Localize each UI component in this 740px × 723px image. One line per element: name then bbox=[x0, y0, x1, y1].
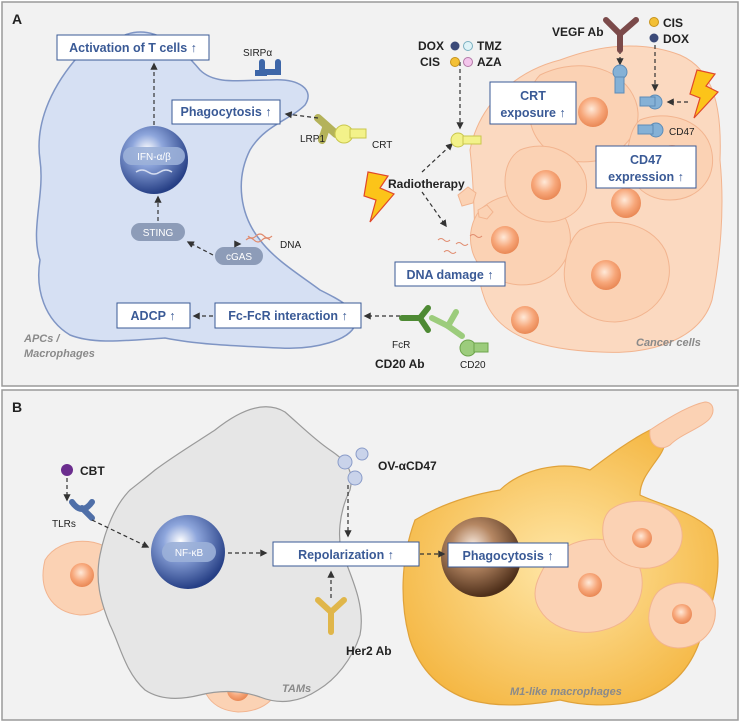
crt-label: CRT bbox=[372, 140, 392, 151]
tlrs-label: TLRs bbox=[52, 519, 76, 530]
dna-damage-box bbox=[394, 261, 506, 287]
apoptotic-fragments bbox=[457, 186, 494, 220]
her2-antibody-icon bbox=[315, 597, 347, 635]
sirpa-label: SIRPα bbox=[243, 48, 272, 59]
panel-a-letter: A bbox=[12, 11, 22, 27]
dna-damage-label: DNA damage ↑ bbox=[406, 268, 493, 282]
drug-aza: AZA bbox=[477, 55, 502, 69]
adcp-box bbox=[116, 302, 191, 329]
apcs-label-1: APCs / bbox=[23, 333, 61, 345]
nfkb-label: NF-κB bbox=[175, 548, 204, 559]
sting-label: STING bbox=[143, 228, 174, 239]
crt-exposure-line1: CRT bbox=[520, 89, 546, 103]
repolarization-label: Repolarization ↑ bbox=[298, 548, 394, 562]
cancer-cell-cluster bbox=[469, 45, 723, 353]
phagocytosis-label-b: Phagocytosis ↑ bbox=[463, 549, 554, 563]
panel-b-letter: B bbox=[12, 399, 22, 415]
cd47-expression-line1: CD47 bbox=[630, 153, 662, 167]
phagocytosis-label-a: Phagocytosis ↑ bbox=[181, 105, 272, 119]
adcp-label: ADCP ↑ bbox=[131, 309, 176, 323]
drug-cis-right: CIS bbox=[663, 16, 683, 30]
panel-b-arrows bbox=[63, 478, 446, 598]
cd47-expression-box bbox=[595, 145, 697, 189]
ov-label: OV-αCD47 bbox=[378, 459, 437, 473]
cbt-label: CBT bbox=[80, 464, 105, 478]
fcr-interaction-label: Fc-FcR interaction ↑ bbox=[228, 309, 347, 323]
lightning-icon-radiotherapy bbox=[363, 171, 395, 223]
cd20ab-label: CD20 Ab bbox=[375, 357, 425, 371]
drug-tmz: TMZ bbox=[477, 39, 502, 53]
nucleus-a bbox=[120, 126, 188, 194]
phagocytosis-box-a bbox=[171, 99, 281, 125]
crt-molecule-cancer-icon bbox=[450, 132, 482, 148]
drug-cis: CIS bbox=[420, 55, 440, 69]
tams-label: TAMs bbox=[282, 683, 311, 695]
lrp1-label: LRP1 bbox=[300, 134, 325, 145]
vegfab-label: VEGF Ab bbox=[552, 25, 604, 39]
fcr-interaction-box bbox=[214, 302, 362, 329]
cgas-pill bbox=[215, 247, 263, 265]
crt-exposure-line2: exposure ↑ bbox=[500, 106, 565, 120]
cd20-label: CD20 bbox=[460, 360, 486, 371]
tcell-activation-box bbox=[56, 34, 210, 61]
phagocytosis-box-b bbox=[447, 542, 569, 568]
cd20-antibody-icon bbox=[429, 309, 465, 339]
vegf-antibody-icon bbox=[603, 17, 639, 53]
cancer-cells-label: Cancer cells bbox=[636, 337, 701, 349]
cd47-expression-line2: expression ↑ bbox=[608, 170, 684, 184]
crt-stem bbox=[349, 128, 367, 139]
drug-legend: DOX TMZ CIS AZA bbox=[418, 39, 502, 69]
sting-pill bbox=[131, 223, 185, 241]
lrp1-receptor-icon bbox=[314, 114, 340, 144]
cancer-cells-b-right bbox=[534, 401, 716, 649]
oncolytic-virus-icon bbox=[337, 447, 369, 486]
ifn-label: IFN-α/β bbox=[137, 152, 171, 163]
tam-cell bbox=[97, 406, 362, 703]
drug-dox-right: DOX bbox=[663, 32, 689, 46]
cd47-receptor-icons bbox=[612, 64, 664, 138]
cis-dot-icon bbox=[649, 17, 659, 27]
cgas-label: cGAS bbox=[226, 252, 252, 263]
m1-label: M1-like macrophages bbox=[510, 686, 622, 698]
cd47-label: CD47 bbox=[669, 127, 695, 138]
nucleus-nfkb bbox=[151, 515, 225, 589]
fcr-receptor-icon bbox=[399, 305, 431, 333]
tlr-receptor-icon bbox=[69, 499, 95, 521]
cbt-dot-icon bbox=[61, 464, 73, 476]
dna-fragments-icon bbox=[437, 234, 483, 254]
dna-strand-icon bbox=[245, 233, 273, 243]
lightning-icon-cd47 bbox=[689, 69, 719, 119]
crt-exposure-box bbox=[489, 81, 577, 125]
apcs-label-2: Macrophages bbox=[24, 348, 95, 360]
sirpa-receptor-icon bbox=[255, 59, 281, 76]
her2ab-label: Her2 Ab bbox=[346, 644, 392, 658]
dna-label: DNA bbox=[280, 240, 301, 251]
cd20-stem bbox=[473, 342, 489, 353]
fcr-label: FcR bbox=[392, 340, 410, 351]
tcell-activation-label: Activation of T cells ↑ bbox=[69, 41, 197, 55]
drug-dox: DOX bbox=[418, 39, 444, 53]
radiotherapy-label: Radiotherapy bbox=[388, 177, 465, 191]
dox-dot-icon bbox=[649, 33, 659, 43]
repolarization-box bbox=[272, 541, 420, 567]
